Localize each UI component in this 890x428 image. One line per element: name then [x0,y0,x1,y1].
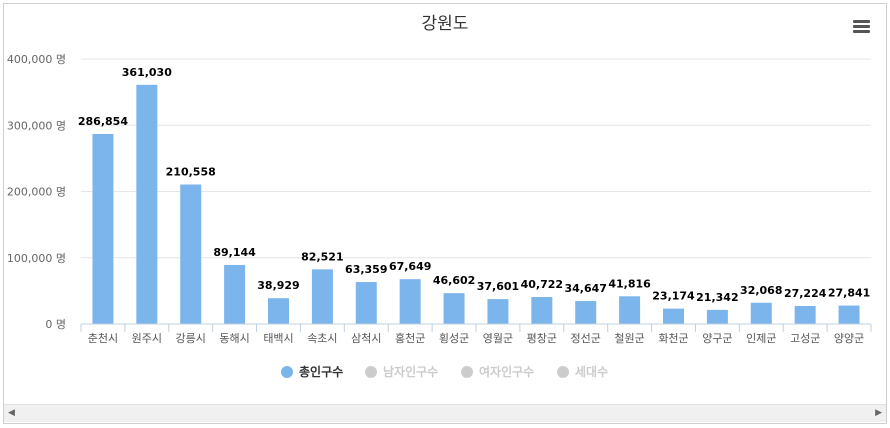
chart-title: 강원도 [422,14,469,34]
bar[interactable] [794,305,816,324]
legend-marker-icon [461,366,473,378]
data-label: 82,521 [301,250,343,263]
bar[interactable] [663,308,684,324]
data-label: 67,649 [389,260,431,273]
data-label: 34,647 [564,282,606,295]
legend-label: 여자인구수 [479,364,534,379]
bar[interactable] [443,293,465,324]
x-tick-label: 삼척시 [351,332,381,345]
data-label: 89,144 [213,246,256,259]
horizontal-scrollbar[interactable]: ◀ ▶ [4,404,886,422]
x-tick-label: 속초시 [307,332,337,345]
bar[interactable] [487,299,509,324]
legend-item[interactable]: 남자인구수 [365,364,438,379]
x-tick-label: 강릉시 [176,332,206,345]
bar[interactable] [180,184,202,324]
x-tick-label: 양구군 [702,332,732,345]
x-tick-label: 횡성군 [439,332,469,345]
hamburger-menu-icon-line [853,30,870,33]
legend-label: 남자인구수 [383,364,438,379]
hamburger-menu-icon-line [853,25,870,28]
bar[interactable] [224,264,246,324]
data-label: 286,854 [78,115,128,128]
x-tick-label: 정선군 [571,332,601,345]
bar[interactable] [355,282,377,324]
chart-menu-button[interactable] [852,18,872,36]
x-tick-label: 평창군 [527,332,557,345]
bar[interactable] [706,309,728,324]
data-label: 361,030 [122,66,172,79]
legend-item[interactable]: 세대수 [557,364,608,379]
x-tick-label: 양양군 [834,332,864,345]
bar[interactable] [399,279,421,324]
y-tick-label: 400,000 명 [7,53,66,66]
x-tick-label: 영월군 [483,332,513,345]
bar[interactable] [750,302,772,324]
y-tick-label: 100,000 명 [7,252,66,265]
data-label: 41,816 [608,277,651,290]
bar[interactable] [531,297,553,324]
data-label: 27,224 [784,287,827,300]
y-tick-label: 200,000 명 [7,186,66,199]
legend-marker-icon [557,366,569,378]
x-tick-label: 원주시 [132,332,162,345]
legend-label: 총인구수 [299,364,343,379]
hamburger-menu-icon [853,20,870,23]
data-label: 27,841 [828,287,870,300]
y-tick-label: 0 명 [45,318,66,331]
scroll-left-arrow-icon[interactable]: ◀ [8,408,15,418]
bar[interactable] [619,296,641,324]
data-label: 37,601 [477,280,519,293]
x-tick-label: 철원군 [614,332,644,345]
legend-marker-icon [281,366,293,378]
x-tick-label: 인제군 [746,332,776,345]
data-label: 210,558 [166,166,216,179]
bar[interactable] [838,305,860,324]
x-tick-label: 태백시 [263,332,293,345]
x-tick-label: 춘천시 [88,331,118,345]
legend-item[interactable]: 총인구수 [281,364,343,379]
data-label: 21,342 [696,291,738,304]
legend-item[interactable]: 여자인구수 [461,364,534,379]
bar[interactable] [268,298,289,324]
data-label: 32,068 [740,284,782,297]
legend-marker-icon [365,366,377,378]
bar[interactable] [311,269,333,324]
x-tick-label: 고성군 [790,332,820,345]
x-tick-label: 화천군 [658,331,688,345]
data-label: 46,602 [433,274,475,287]
x-tick-label: 동해시 [219,331,249,345]
bar[interactable] [92,133,114,324]
scroll-right-arrow-icon[interactable]: ▶ [875,408,882,418]
y-tick-label: 300,000 명 [7,119,66,132]
bar[interactable] [136,84,158,324]
data-label: 38,929 [257,279,299,292]
x-tick-label: 홍천군 [395,331,425,345]
bar[interactable] [575,301,597,324]
legend-label: 세대수 [575,364,608,379]
data-label: 63,359 [345,263,387,276]
data-label: 40,722 [521,278,563,291]
data-label: 23,174 [652,290,695,303]
